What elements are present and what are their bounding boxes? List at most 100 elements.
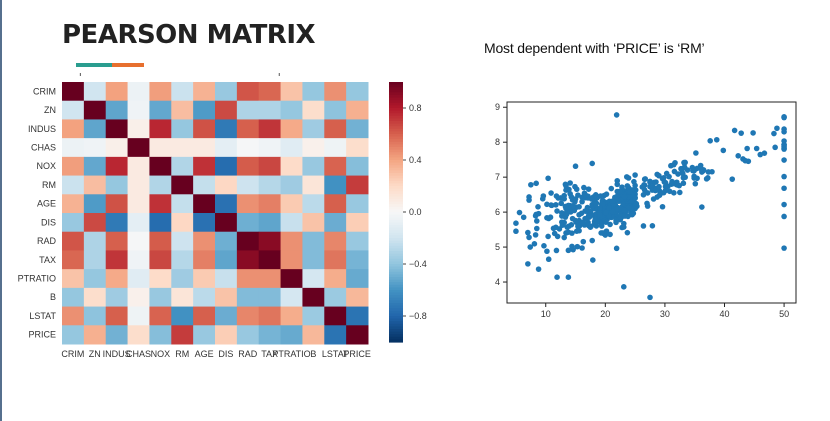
colorbar-segment-7 [389,100,403,104]
scatter-point-130 [597,193,604,199]
scatter-point-277 [680,180,687,187]
colorbar-segment-5 [389,95,403,99]
colorbar-segment-90 [389,316,403,320]
heatmap-x-label-lstat: LSTAT [322,349,349,359]
slide-left-rule [0,0,2,421]
scatter-point-253 [738,130,744,136]
scatter-point-498 [609,208,616,215]
heatmap-cell-indus-crim [62,119,85,139]
colorbar-segment-75 [389,277,403,281]
scatter-point-147 [570,246,576,253]
scatter-point-283 [781,142,787,148]
scatter-point-305 [652,187,659,194]
scatter-point-403 [532,232,539,238]
scatter-point-156 [561,234,567,241]
heatmap-cell-zn-rad [236,100,260,120]
heatmap-cell-dis-tax [258,213,282,233]
colorbar-segment-14 [389,118,403,122]
colorbar-segment-31 [389,162,403,166]
scatter-point-460 [581,184,587,191]
colorbar-segment-29 [389,157,403,161]
heatmap-cell-indus-age [193,119,216,139]
scatter-point-379 [544,201,550,208]
heatmap-cell-rm-dis [215,175,238,195]
heatmap-cell-indus-zn [83,119,107,139]
scatter-x-tick-label-20: 20 [600,309,610,319]
heatmap-cell-rad-indus [105,231,129,251]
heatmap-cell-price-chas [127,325,150,345]
heatmap-cell-ptratio-chas [127,269,150,289]
heatmap-cell-ptratio-tax [258,269,282,289]
colorbar-segment-84 [389,300,403,304]
scatter-point-424 [553,224,559,231]
heatmap-y-label-chas: CHAS [31,143,56,153]
scatter-point-419 [533,180,539,187]
scatter-point-98 [744,145,750,152]
colorbar-segment-24 [389,144,403,148]
scatter-point-381 [548,190,554,196]
colorbar-segment-30 [389,160,403,164]
heatmap-cell-zn-b [302,100,325,120]
scatter-point-400 [516,209,523,216]
scatter-point-499 [587,224,594,230]
heatmap-cell-chas-b [302,138,325,158]
heatmap-cell-rad-rad [236,231,260,251]
scatter-point-296 [644,190,651,196]
colorbar-segment-76 [389,279,403,283]
scatter-point-392 [541,243,547,249]
heatmap-cell-lstat-age [193,306,216,326]
heatmap-cell-lstat-chas [127,306,150,326]
heatmap-x-label-dis: DIS [218,349,233,359]
title-accent-orange [112,63,144,67]
scatter-point-450 [563,183,569,189]
scatter-point-299 [656,172,662,179]
scatter-point-415 [526,194,532,200]
scatter-point-417 [545,233,551,240]
colorbar-segment-8 [389,102,403,106]
scatter-point-493 [613,219,619,226]
scatter-point-449 [560,194,567,201]
heatmap-cell-rad-b [302,231,325,251]
heatmap-cell-nox-nox [149,156,172,177]
heatmap-cell-indus-ptratio [280,119,303,139]
scatter-y-tick-label-9: 9 [495,102,500,112]
scatter-point-273 [693,150,699,156]
heatmap-cell-dis-lstat [324,213,347,233]
colorbar-segment-50 [389,212,403,216]
heatmap-cell-dis-price [346,213,369,233]
scatter-point-368 [781,245,787,251]
heatmap-cell-chas-price [346,138,369,158]
scatter-point-279 [692,180,699,187]
heatmap-cell-indus-price [346,119,369,139]
colorbar-segment-70 [389,264,403,268]
heatmap-cell-lstat-tax [258,306,282,326]
scatter-point-304 [698,166,705,172]
heatmap-cell-rad-tax [258,231,282,251]
scatter-point-198 [689,164,696,171]
heatmap-cell-tax-ptratio [280,250,303,270]
colorbar-segment-1 [389,84,403,88]
heatmap-cell-chas-nox [149,138,172,158]
heatmap-cell-tax-age [193,250,216,270]
heatmap-cell-indus-dis [215,119,238,139]
heatmap-cell-b-crim [62,287,85,308]
heatmap-cell-crim-rm [171,82,194,102]
scatter-point-29 [608,185,615,192]
heatmap-x-label-rad: RAD [238,349,258,359]
colorbar-segment-46 [389,201,403,205]
scatter-x-tick-label-40: 40 [719,309,729,319]
scatter-point-398 [513,228,519,235]
heatmap-cell-ptratio-indus [105,269,129,289]
scatter-point-428 [548,202,555,209]
heatmap-y-label-lstat: LSTAT [29,311,56,321]
scatter-point-344 [669,178,675,185]
scatter-point-463 [603,191,610,197]
colorbar-segment-58 [389,232,403,236]
heatmap-cell-lstat-ptratio [280,306,303,326]
colorbar-segment-36 [389,175,403,179]
heatmap-cell-tax-rm [171,250,194,270]
scatter-point-370 [781,173,787,180]
colorbar-segment-38 [389,180,403,184]
scatter-point-497 [592,216,598,223]
colorbar-segment-88 [389,310,403,314]
